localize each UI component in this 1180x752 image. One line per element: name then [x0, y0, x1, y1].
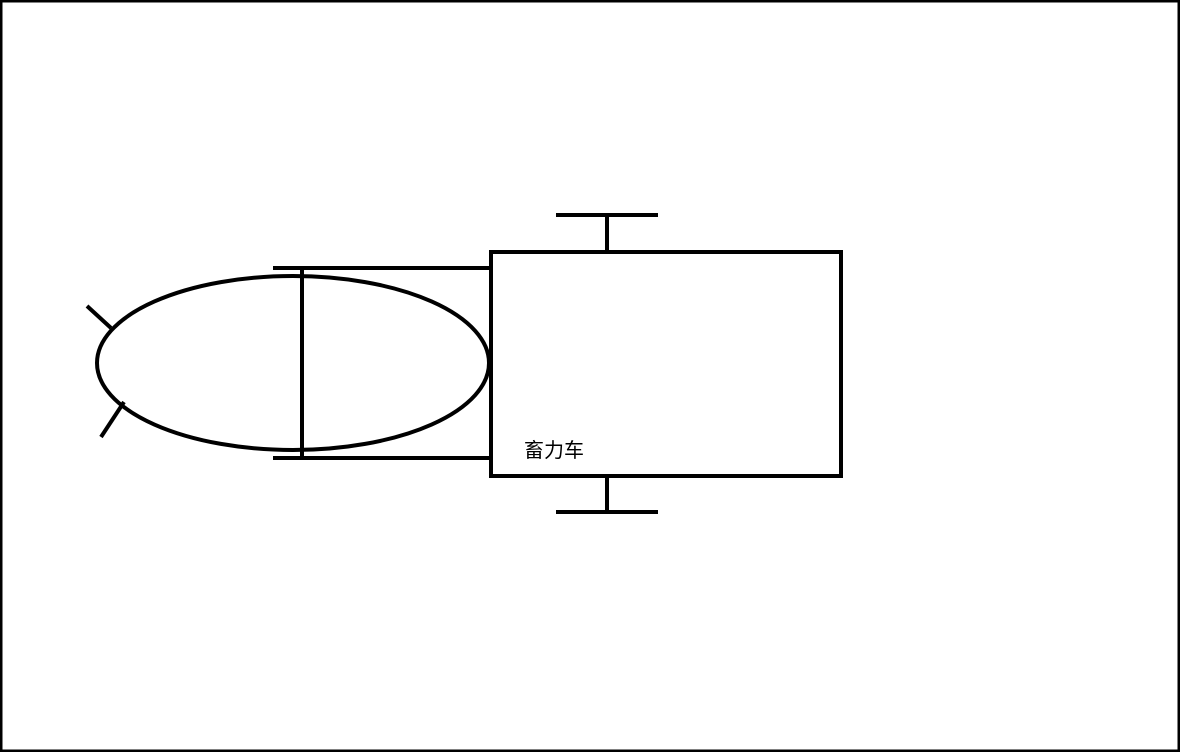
wheel-top [556, 213, 658, 252]
animal-horn-lower [99, 400, 126, 439]
draft-animal [85, 268, 491, 456]
shafts [273, 266, 493, 460]
cart-body [489, 250, 843, 478]
wheel-bottom [556, 476, 658, 514]
animal-body [95, 274, 491, 452]
animal-horn-upper [85, 304, 113, 330]
cart-label: 畜力车 [524, 438, 584, 462]
